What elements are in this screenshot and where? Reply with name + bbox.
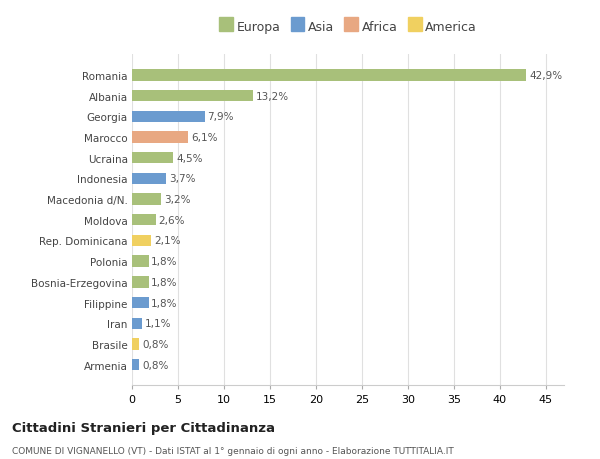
Bar [132,194,161,205]
Text: 4,5%: 4,5% [176,153,203,163]
Text: Cittadini Stranieri per Cittadinanza: Cittadini Stranieri per Cittadinanza [12,421,275,434]
Text: 3,7%: 3,7% [169,174,195,184]
Text: 42,9%: 42,9% [529,71,562,81]
Text: 7,9%: 7,9% [208,112,234,122]
Text: 1,1%: 1,1% [145,319,172,329]
Text: 2,6%: 2,6% [158,215,185,225]
Text: 0,8%: 0,8% [142,360,169,370]
Bar [132,256,149,267]
Bar [132,132,188,143]
Bar [132,235,151,246]
Text: 0,8%: 0,8% [142,339,169,349]
Bar [132,215,156,226]
Bar [132,359,139,370]
Text: 13,2%: 13,2% [256,91,289,101]
Text: 6,1%: 6,1% [191,133,217,143]
Bar [132,318,142,329]
Text: 3,2%: 3,2% [164,195,191,205]
Bar [132,112,205,123]
Bar [132,297,149,308]
Legend: Europa, Asia, Africa, America: Europa, Asia, Africa, America [217,18,479,36]
Text: 1,8%: 1,8% [151,298,178,308]
Bar [132,70,526,81]
Text: 1,8%: 1,8% [151,257,178,267]
Text: 1,8%: 1,8% [151,277,178,287]
Bar [132,153,173,164]
Bar [132,91,253,102]
Bar [132,277,149,288]
Text: COMUNE DI VIGNANELLO (VT) - Dati ISTAT al 1° gennaio di ogni anno - Elaborazione: COMUNE DI VIGNANELLO (VT) - Dati ISTAT a… [12,446,454,455]
Bar [132,339,139,350]
Text: 2,1%: 2,1% [154,236,181,246]
Bar [132,174,166,185]
